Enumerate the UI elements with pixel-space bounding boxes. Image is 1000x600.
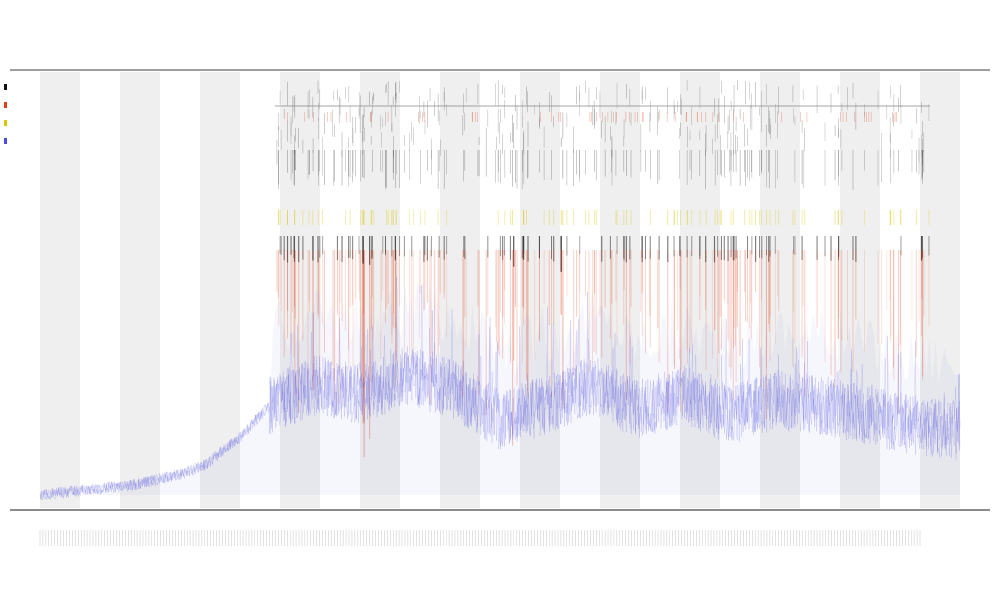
series-line-1	[39, 284, 961, 500]
legend-swatch-1	[4, 102, 7, 108]
legend	[4, 84, 7, 144]
legend-swatch-3	[4, 138, 7, 144]
legend-swatch-0	[4, 84, 7, 90]
band-14	[600, 72, 640, 508]
bands	[40, 72, 960, 508]
band-4	[200, 72, 240, 508]
band-18	[760, 72, 800, 508]
band-8	[360, 72, 400, 508]
spike-layer	[276, 80, 930, 458]
band-22	[920, 72, 960, 508]
x-tick-labels	[39, 530, 921, 546]
band-0	[40, 72, 80, 508]
band-16	[680, 72, 720, 508]
band-2	[120, 72, 160, 508]
band-12	[520, 72, 560, 508]
series-line-2	[39, 291, 961, 501]
band-6	[280, 72, 320, 508]
band-10	[440, 72, 480, 508]
series-area	[40, 281, 960, 495]
legend-swatch-2	[4, 120, 7, 126]
trace-layer	[39, 276, 961, 501]
series-line-0	[39, 276, 961, 501]
band-20	[840, 72, 880, 508]
